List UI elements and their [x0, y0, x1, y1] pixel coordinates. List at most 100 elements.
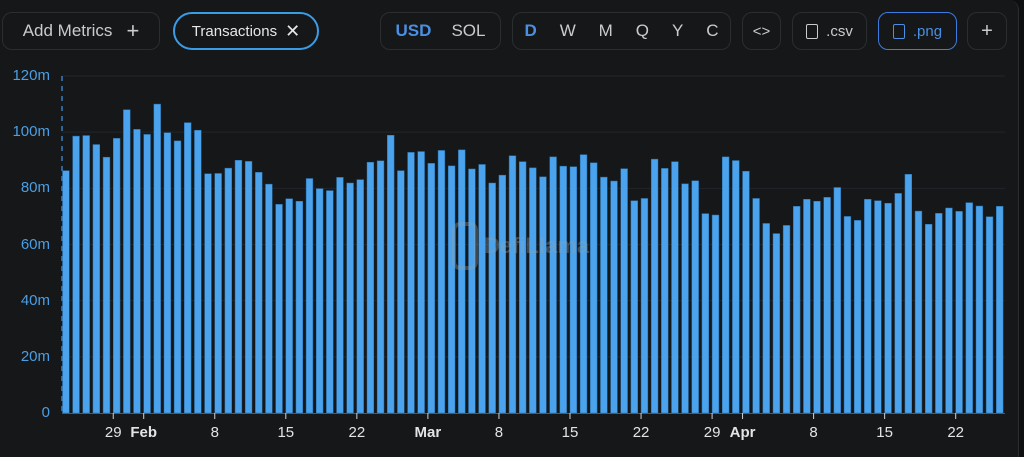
bar [123, 109, 131, 414]
bar [661, 168, 669, 414]
bar [996, 206, 1004, 414]
x-tick-label: 29 [104, 424, 122, 441]
bar [549, 156, 557, 414]
bar [823, 197, 831, 414]
bar [904, 174, 913, 414]
period-m[interactable]: M [598, 21, 613, 40]
bar [833, 187, 841, 414]
y-tick-label: 0 [41, 404, 50, 421]
bar [346, 182, 354, 414]
period-w[interactable]: W [559, 21, 576, 40]
close-icon[interactable]: ✕ [285, 20, 301, 41]
bar [72, 135, 80, 414]
download-png-button[interactable]: .png [878, 12, 957, 50]
bar [508, 155, 517, 414]
bar [184, 122, 192, 414]
x-tick-label: Mar [414, 424, 442, 441]
period-c[interactable]: C [706, 21, 719, 40]
bar [813, 201, 821, 414]
bar [519, 161, 527, 414]
y-tick-label: 80m [20, 179, 50, 197]
add-chart-button[interactable]: + [967, 12, 1007, 50]
bar [945, 207, 953, 414]
x-tick-label: 15 [561, 424, 579, 441]
bar [935, 213, 943, 414]
bar [82, 135, 90, 414]
y-tick-label: 60m [20, 235, 50, 253]
bar [843, 216, 852, 414]
bar [610, 180, 618, 414]
bar [407, 152, 415, 414]
bar [975, 205, 984, 414]
plus-icon: + [981, 19, 993, 42]
bar [62, 170, 70, 414]
file-download-icon [806, 23, 819, 39]
x-tick-label: Apr [729, 424, 756, 441]
bar [102, 156, 111, 414]
x-tick-label: 22 [632, 424, 650, 441]
bar [772, 233, 781, 414]
bar [559, 165, 567, 414]
x-tick-label: 15 [876, 424, 893, 441]
bar [295, 201, 304, 414]
embed-button[interactable]: <> [742, 12, 781, 50]
download-csv-button[interactable]: .csv [792, 12, 867, 50]
bar [275, 204, 283, 414]
bar [884, 202, 892, 414]
bar [864, 199, 872, 414]
bar [326, 190, 334, 414]
bar [620, 168, 628, 414]
add-metrics-label: Add Metrics [22, 21, 113, 40]
bar [569, 166, 578, 414]
bar [955, 211, 963, 414]
bar [285, 198, 293, 414]
x-tick-label: 15 [277, 424, 295, 441]
bar [782, 225, 791, 414]
plus-icon: + [126, 18, 140, 43]
bar [255, 172, 263, 414]
code-icon: <> [752, 22, 771, 40]
period-q[interactable]: Q [635, 21, 650, 40]
bar [529, 167, 537, 414]
metric-chip-transactions[interactable]: Transactions ✕ [173, 12, 319, 50]
bar [336, 177, 344, 414]
period-y[interactable]: Y [671, 21, 684, 40]
bar [671, 161, 679, 414]
currency-usd[interactable]: USD [395, 21, 432, 40]
y-tick-label: 100m [12, 123, 50, 141]
bar [498, 174, 507, 414]
bar [458, 149, 466, 414]
bar [914, 210, 923, 414]
bar [437, 150, 446, 414]
x-tick-label: 22 [947, 424, 965, 441]
bar [92, 144, 100, 414]
add-metrics-button[interactable]: Add Metrics + [2, 12, 160, 50]
bar [305, 178, 314, 414]
x-tick-label: 8 [494, 424, 504, 441]
bar [711, 214, 720, 414]
bar [793, 206, 801, 414]
bar [133, 129, 141, 414]
x-tick-label: 8 [210, 424, 219, 441]
period-d[interactable]: D [524, 21, 537, 40]
x-tick-label: 22 [348, 424, 366, 441]
bar [397, 170, 405, 414]
bar [387, 135, 395, 414]
y-tick-label: 40m [20, 291, 50, 309]
period-toggle: D W M Q Y C [512, 12, 731, 50]
bar [447, 165, 456, 414]
x-tick-label: Feb [130, 424, 158, 441]
bar [630, 200, 638, 414]
bar [224, 167, 232, 414]
bar [853, 220, 862, 414]
csv-label: .csv [826, 22, 853, 40]
bar [732, 160, 740, 414]
currency-sol[interactable]: SOL [451, 21, 486, 40]
bar [265, 183, 273, 414]
file-download-icon [892, 23, 905, 39]
bar [650, 158, 659, 414]
bar [214, 173, 222, 414]
bar [965, 202, 973, 414]
